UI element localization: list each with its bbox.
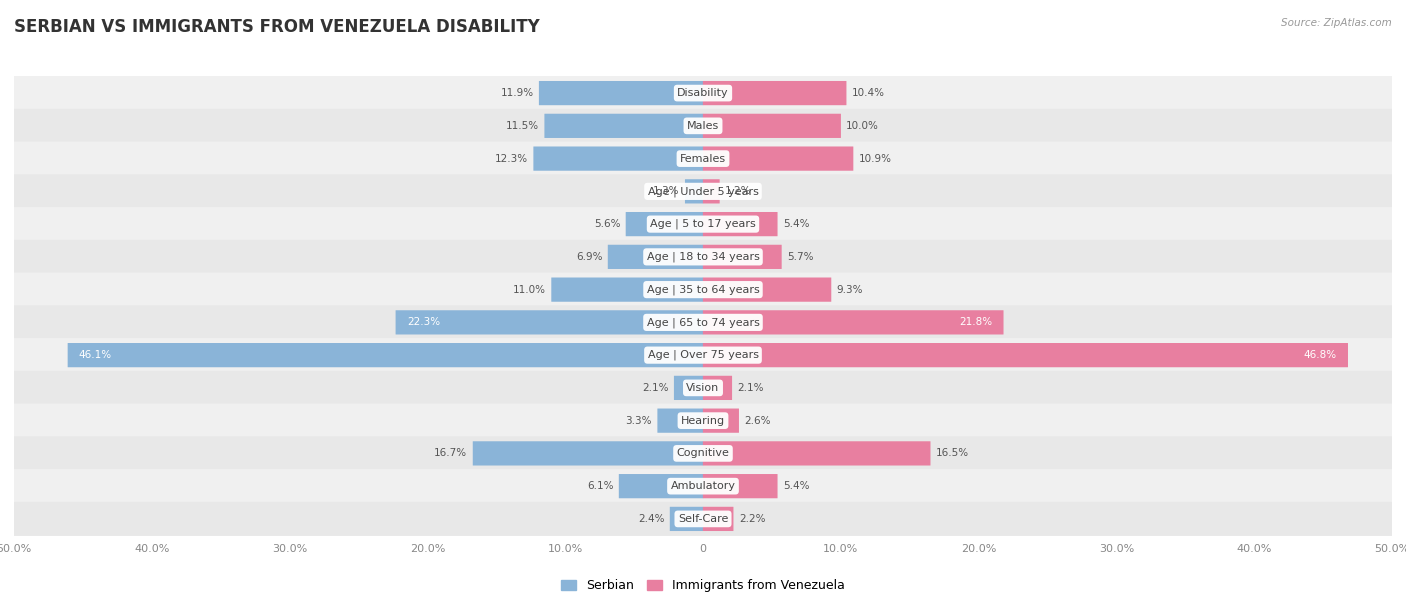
FancyBboxPatch shape	[14, 76, 1392, 110]
FancyBboxPatch shape	[395, 310, 703, 335]
FancyBboxPatch shape	[14, 469, 1392, 503]
FancyBboxPatch shape	[658, 409, 703, 433]
FancyBboxPatch shape	[14, 371, 1392, 405]
Text: Self-Care: Self-Care	[678, 514, 728, 524]
Text: 2.6%: 2.6%	[744, 416, 770, 425]
FancyBboxPatch shape	[619, 474, 703, 498]
FancyBboxPatch shape	[703, 310, 1004, 335]
FancyBboxPatch shape	[703, 409, 740, 433]
FancyBboxPatch shape	[669, 507, 703, 531]
Text: 16.7%: 16.7%	[434, 449, 467, 458]
FancyBboxPatch shape	[703, 441, 931, 466]
Text: 22.3%: 22.3%	[406, 318, 440, 327]
Text: Females: Females	[681, 154, 725, 163]
Text: 3.3%: 3.3%	[626, 416, 652, 425]
Text: 10.9%: 10.9%	[859, 154, 891, 163]
Text: 11.0%: 11.0%	[513, 285, 546, 294]
Text: 5.7%: 5.7%	[787, 252, 814, 262]
Text: 1.3%: 1.3%	[652, 187, 679, 196]
Text: 21.8%: 21.8%	[959, 318, 993, 327]
Text: SERBIAN VS IMMIGRANTS FROM VENEZUELA DISABILITY: SERBIAN VS IMMIGRANTS FROM VENEZUELA DIS…	[14, 18, 540, 36]
FancyBboxPatch shape	[703, 179, 720, 203]
Text: 10.0%: 10.0%	[846, 121, 879, 131]
FancyBboxPatch shape	[14, 436, 1392, 471]
FancyBboxPatch shape	[14, 240, 1392, 274]
FancyBboxPatch shape	[14, 207, 1392, 241]
Text: 11.9%: 11.9%	[501, 88, 533, 98]
FancyBboxPatch shape	[703, 343, 1348, 367]
FancyBboxPatch shape	[703, 507, 734, 531]
Text: 1.2%: 1.2%	[725, 187, 752, 196]
FancyBboxPatch shape	[538, 81, 703, 105]
FancyBboxPatch shape	[14, 338, 1392, 372]
FancyBboxPatch shape	[703, 245, 782, 269]
FancyBboxPatch shape	[544, 114, 703, 138]
Legend: Serbian, Immigrants from Venezuela: Serbian, Immigrants from Venezuela	[557, 575, 849, 597]
FancyBboxPatch shape	[472, 441, 703, 466]
Text: Age | 18 to 34 years: Age | 18 to 34 years	[647, 252, 759, 262]
FancyBboxPatch shape	[551, 277, 703, 302]
Text: 2.2%: 2.2%	[738, 514, 765, 524]
FancyBboxPatch shape	[533, 146, 703, 171]
Text: Vision: Vision	[686, 383, 720, 393]
Text: 11.5%: 11.5%	[506, 121, 538, 131]
Text: Cognitive: Cognitive	[676, 449, 730, 458]
Text: Males: Males	[688, 121, 718, 131]
Text: 46.1%: 46.1%	[79, 350, 112, 360]
Text: 5.4%: 5.4%	[783, 219, 810, 229]
Text: 16.5%: 16.5%	[936, 449, 969, 458]
Text: Age | 5 to 17 years: Age | 5 to 17 years	[650, 219, 756, 230]
Text: 6.1%: 6.1%	[586, 481, 613, 491]
FancyBboxPatch shape	[703, 81, 846, 105]
Text: 9.3%: 9.3%	[837, 285, 863, 294]
Text: 12.3%: 12.3%	[495, 154, 529, 163]
Text: Ambulatory: Ambulatory	[671, 481, 735, 491]
Text: 2.4%: 2.4%	[638, 514, 665, 524]
Text: 10.4%: 10.4%	[852, 88, 884, 98]
FancyBboxPatch shape	[685, 179, 703, 203]
Text: 5.4%: 5.4%	[783, 481, 810, 491]
Text: 6.9%: 6.9%	[576, 252, 602, 262]
FancyBboxPatch shape	[14, 305, 1392, 340]
Text: 5.6%: 5.6%	[593, 219, 620, 229]
FancyBboxPatch shape	[703, 474, 778, 498]
FancyBboxPatch shape	[607, 245, 703, 269]
Text: Disability: Disability	[678, 88, 728, 98]
FancyBboxPatch shape	[14, 109, 1392, 143]
Text: Hearing: Hearing	[681, 416, 725, 425]
FancyBboxPatch shape	[703, 376, 733, 400]
Text: Age | Over 75 years: Age | Over 75 years	[648, 350, 758, 360]
Text: Age | 35 to 64 years: Age | 35 to 64 years	[647, 285, 759, 295]
FancyBboxPatch shape	[703, 146, 853, 171]
FancyBboxPatch shape	[673, 376, 703, 400]
Text: 2.1%: 2.1%	[643, 383, 669, 393]
FancyBboxPatch shape	[14, 272, 1392, 307]
FancyBboxPatch shape	[14, 141, 1392, 176]
Text: Age | Under 5 years: Age | Under 5 years	[648, 186, 758, 196]
FancyBboxPatch shape	[14, 174, 1392, 209]
FancyBboxPatch shape	[626, 212, 703, 236]
FancyBboxPatch shape	[703, 277, 831, 302]
FancyBboxPatch shape	[14, 502, 1392, 536]
FancyBboxPatch shape	[703, 212, 778, 236]
Text: 2.1%: 2.1%	[738, 383, 763, 393]
FancyBboxPatch shape	[14, 403, 1392, 438]
Text: 46.8%: 46.8%	[1303, 350, 1337, 360]
Text: Age | 65 to 74 years: Age | 65 to 74 years	[647, 317, 759, 327]
FancyBboxPatch shape	[67, 343, 703, 367]
FancyBboxPatch shape	[703, 114, 841, 138]
Text: Source: ZipAtlas.com: Source: ZipAtlas.com	[1281, 18, 1392, 28]
